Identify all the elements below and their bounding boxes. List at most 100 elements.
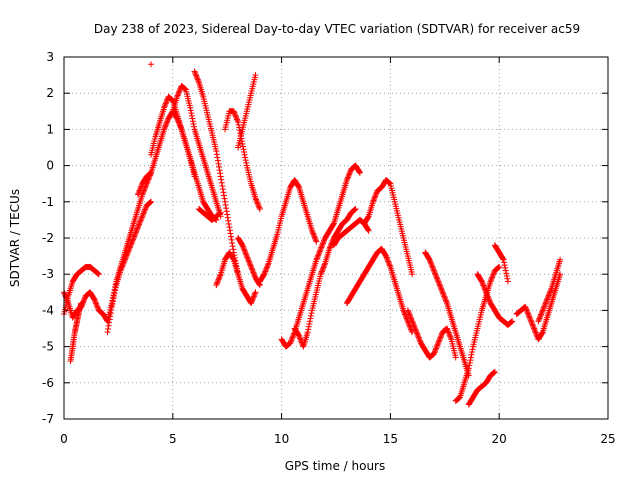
data-point	[81, 296, 88, 303]
data-point	[126, 244, 133, 251]
data-point	[502, 264, 509, 271]
data-point	[119, 262, 126, 269]
data-point	[214, 277, 221, 284]
data-point	[109, 301, 116, 308]
data-point	[254, 199, 261, 206]
data-point	[504, 278, 511, 285]
data-point	[217, 170, 224, 177]
data-point	[123, 252, 130, 259]
data-point	[230, 246, 237, 253]
data-point	[139, 211, 146, 218]
data-point	[134, 225, 141, 232]
data-point	[110, 295, 117, 302]
data-point	[501, 262, 508, 269]
data-point	[249, 297, 256, 304]
data-point	[241, 246, 248, 253]
data-point	[136, 221, 143, 228]
data-point	[119, 263, 126, 270]
data-point	[224, 211, 231, 218]
data-point	[62, 292, 69, 299]
data-point	[131, 232, 138, 239]
data-point	[216, 275, 223, 282]
data-point	[139, 213, 146, 220]
data-point	[194, 75, 201, 82]
data-point	[239, 140, 246, 147]
data-point	[243, 253, 250, 260]
data-point	[123, 254, 130, 261]
data-point	[124, 251, 131, 258]
x-tick-labels: 0 5 10 15 20 25	[60, 432, 615, 446]
data-point	[136, 187, 143, 194]
data-point	[104, 329, 111, 336]
data-point	[255, 203, 262, 210]
data-point	[161, 103, 168, 110]
data-point	[244, 254, 251, 261]
data-point	[105, 322, 112, 329]
y-tick-label: 0	[46, 159, 54, 173]
data-point	[112, 287, 119, 294]
data-points	[61, 61, 564, 408]
data-point	[138, 183, 145, 190]
data-point	[231, 111, 238, 118]
data-point	[228, 236, 235, 243]
data-point	[256, 206, 263, 213]
data-point	[234, 117, 241, 124]
data-point	[231, 109, 238, 116]
data-point	[111, 290, 118, 297]
data-point	[242, 157, 249, 164]
data-point	[92, 297, 99, 304]
data-point	[94, 303, 101, 310]
data-point	[194, 76, 201, 83]
data-point	[188, 110, 195, 117]
data-point	[174, 93, 181, 100]
data-point	[305, 326, 312, 333]
data-point	[138, 214, 145, 221]
data-point	[162, 122, 169, 129]
data-point	[215, 276, 222, 283]
data-point	[248, 263, 255, 270]
data-point	[223, 205, 230, 212]
data-point	[108, 306, 115, 313]
data-point	[243, 251, 250, 258]
data-point	[249, 268, 256, 275]
data-point	[175, 89, 182, 96]
data-point	[112, 284, 119, 291]
data-point	[107, 313, 114, 320]
data-point	[130, 236, 137, 243]
data-point	[148, 61, 155, 68]
y-tick-label: -5	[42, 340, 54, 354]
data-point	[253, 197, 260, 204]
data-point	[242, 250, 249, 257]
data-point	[251, 290, 258, 297]
data-point	[95, 271, 102, 278]
data-point	[93, 300, 100, 307]
data-point	[255, 201, 262, 208]
data-point	[142, 206, 149, 213]
data-point	[233, 115, 240, 122]
data-point	[163, 99, 170, 106]
data-point	[228, 233, 235, 240]
data-point	[107, 310, 114, 317]
data-point	[217, 173, 224, 180]
data-point	[216, 163, 223, 170]
data-point	[233, 116, 240, 123]
data-point	[306, 318, 313, 325]
data-point	[249, 296, 256, 303]
data-point	[504, 275, 511, 282]
data-point	[106, 316, 113, 323]
data-point	[163, 119, 170, 126]
data-point	[135, 190, 142, 197]
data-point	[230, 255, 237, 262]
data-point	[121, 258, 128, 265]
chart-title: Day 238 of 2023, Sidereal Day-to-day VTE…	[94, 22, 580, 36]
data-point	[120, 259, 127, 266]
data-point	[193, 73, 200, 80]
x-tick-label: 25	[600, 432, 615, 446]
data-point	[216, 167, 223, 174]
data-point	[469, 346, 476, 353]
y-tick-label: 1	[46, 122, 54, 136]
data-point	[240, 146, 247, 153]
data-point	[239, 242, 246, 249]
data-point	[218, 176, 225, 183]
data-point	[241, 149, 248, 156]
